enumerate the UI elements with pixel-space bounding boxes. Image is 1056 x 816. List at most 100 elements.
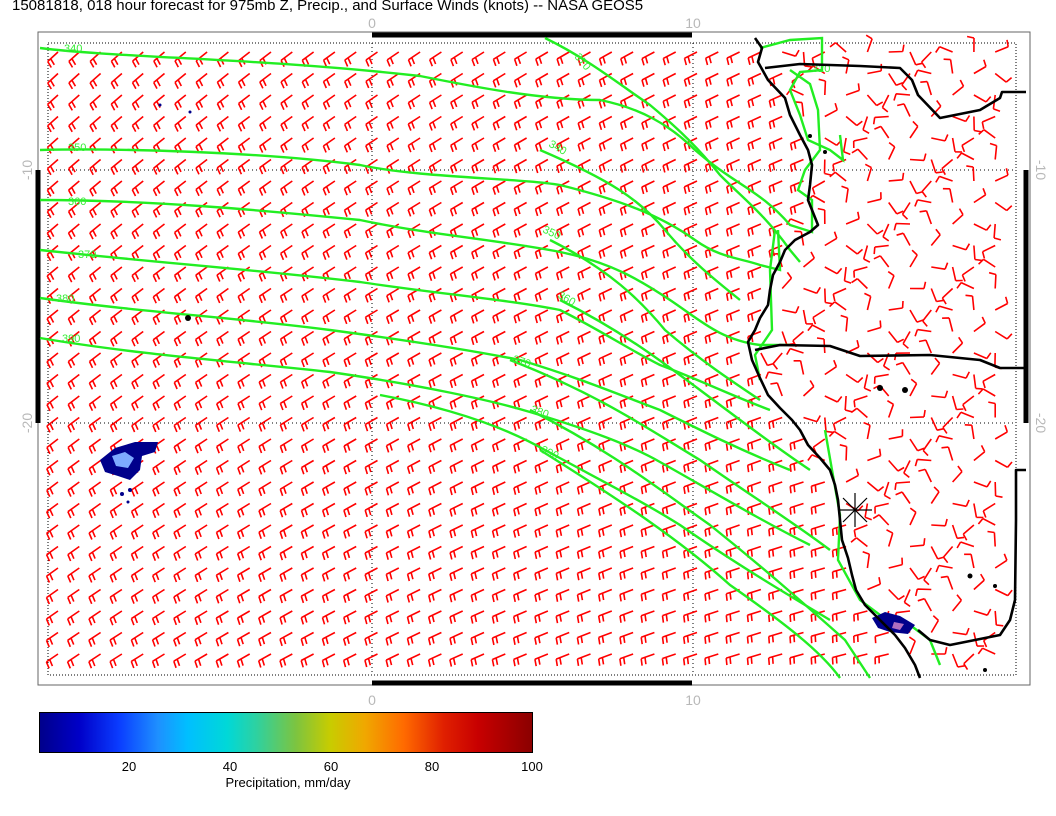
wind-barb bbox=[301, 244, 315, 261]
wind-barb bbox=[194, 545, 208, 561]
wind-barb bbox=[555, 610, 570, 624]
wind-barb bbox=[258, 567, 272, 582]
wind-barb bbox=[407, 266, 421, 282]
wind-barb bbox=[864, 163, 873, 182]
wind-barb bbox=[662, 266, 677, 280]
wind-barb bbox=[952, 371, 971, 379]
wind-barb bbox=[259, 51, 272, 68]
wind-barb bbox=[922, 309, 932, 327]
wind-barb bbox=[216, 94, 229, 111]
wind-barb bbox=[406, 588, 421, 603]
wind-barb bbox=[840, 314, 849, 332]
wind-barb bbox=[810, 481, 826, 494]
wind-barb bbox=[619, 395, 634, 409]
wind-barbs bbox=[45, 34, 1013, 671]
wind-barb bbox=[598, 373, 613, 388]
wind-barb bbox=[886, 529, 894, 547]
wind-barb bbox=[386, 201, 400, 217]
wind-barb bbox=[194, 567, 208, 583]
wind-barb bbox=[46, 481, 59, 498]
island-dot bbox=[983, 668, 987, 672]
wind-barb bbox=[973, 59, 987, 75]
wind-barb bbox=[873, 244, 889, 255]
wind-barb bbox=[300, 481, 315, 496]
wind-barb bbox=[471, 158, 485, 174]
wind-barb bbox=[888, 73, 904, 87]
wind-barb bbox=[131, 180, 144, 197]
wind-barb bbox=[343, 244, 357, 260]
wind-barb bbox=[981, 244, 996, 259]
wind-barb bbox=[194, 438, 208, 454]
wind-barb bbox=[534, 588, 549, 602]
wind-barb bbox=[45, 524, 59, 540]
wind-barb bbox=[215, 416, 229, 432]
inner-frame bbox=[47, 42, 1017, 676]
wind-barb bbox=[555, 545, 570, 559]
wind-barb bbox=[828, 430, 847, 440]
wind-barb bbox=[492, 266, 506, 281]
wind-barb bbox=[67, 567, 80, 583]
wind-barb bbox=[853, 631, 868, 643]
contour-label: 370 bbox=[511, 353, 532, 370]
wind-barb bbox=[512, 653, 527, 667]
island-dot bbox=[823, 150, 827, 154]
contour-line bbox=[549, 238, 761, 401]
right-lat-label: -10 bbox=[1033, 160, 1049, 180]
wind-barb bbox=[768, 137, 783, 151]
wind-barb bbox=[789, 502, 804, 515]
wind-barb bbox=[215, 588, 229, 604]
wind-barb bbox=[131, 330, 144, 347]
wind-barb bbox=[598, 137, 613, 152]
wind-barb bbox=[173, 266, 187, 283]
wind-barb bbox=[841, 185, 849, 203]
wind-barb bbox=[364, 481, 378, 496]
wind-barb bbox=[88, 416, 102, 433]
wind-barb bbox=[300, 524, 314, 539]
wind-barb bbox=[640, 588, 655, 602]
wind-barb bbox=[386, 94, 400, 110]
wind-barb bbox=[342, 653, 357, 668]
wind-barb bbox=[237, 309, 251, 325]
wind-barb bbox=[810, 545, 826, 558]
wind-barb bbox=[965, 294, 975, 311]
wind-barb bbox=[109, 502, 123, 519]
wind-barb bbox=[576, 567, 591, 581]
wind-barb bbox=[67, 545, 80, 562]
wind-barb bbox=[386, 51, 400, 67]
wind-barb bbox=[471, 244, 485, 260]
wind-barb bbox=[321, 524, 336, 539]
wind-barb bbox=[619, 309, 634, 323]
wind-barb bbox=[407, 201, 421, 217]
wind-barb bbox=[704, 287, 719, 301]
contour-line bbox=[539, 148, 741, 301]
wind-barb bbox=[88, 438, 102, 454]
wind-barb bbox=[930, 159, 943, 174]
wind-barb bbox=[920, 80, 933, 96]
wind-barb bbox=[46, 395, 59, 412]
wind-barb bbox=[258, 459, 272, 475]
wind-barb bbox=[449, 631, 464, 646]
wind-barb bbox=[640, 567, 655, 580]
wind-barb bbox=[131, 158, 144, 175]
wind-barb bbox=[130, 502, 144, 519]
wind-barb bbox=[194, 502, 208, 518]
wind-barb bbox=[237, 223, 251, 239]
wind-barb bbox=[850, 537, 868, 548]
wind-barb bbox=[322, 201, 336, 218]
precip-patch bbox=[872, 612, 915, 634]
wind-barb bbox=[746, 631, 762, 644]
wind-barb bbox=[257, 653, 272, 668]
island-dot bbox=[808, 134, 812, 138]
wind-barb bbox=[683, 201, 698, 216]
wind-barb bbox=[67, 180, 80, 197]
wind-barb bbox=[577, 287, 591, 302]
wind-barb bbox=[704, 115, 719, 130]
wind-barb bbox=[236, 653, 251, 668]
wind-barb bbox=[364, 588, 378, 603]
wind-barb bbox=[195, 244, 208, 261]
wind-barb bbox=[342, 631, 357, 646]
wind-barb bbox=[513, 244, 527, 260]
wind-barb bbox=[534, 459, 549, 474]
top-lon-label: 0 bbox=[368, 15, 376, 31]
wind-barb bbox=[130, 631, 144, 647]
